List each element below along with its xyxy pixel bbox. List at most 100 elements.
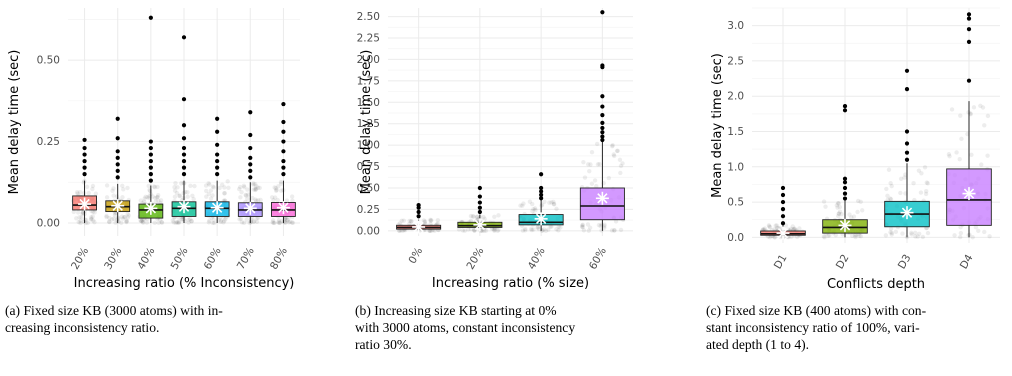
jitter-point [772,227,777,232]
jitter-point [257,185,262,191]
jitter-point [885,193,890,199]
jitter-point [610,143,615,148]
jitter-point [290,220,296,225]
outlier-point [477,209,482,215]
jitter-point [523,228,528,233]
jitter-point [529,226,534,232]
outlier-point [539,172,544,177]
jitter-point [532,206,538,211]
jitter-point [407,218,412,224]
jitter-point [248,219,254,225]
outlier-point [115,162,120,167]
jitter-point [185,189,190,195]
outlier-point [780,199,786,205]
jitter-point [222,191,227,196]
jitter-point [860,208,865,213]
y-tick-label: 0.0 [727,232,744,244]
jitter-point [206,181,211,186]
jitter-point [492,214,497,219]
jitter-point [611,153,617,159]
jitter-point [71,209,76,215]
jitter-point [788,226,794,232]
jitter-point [898,176,904,181]
caption-c-line-2: stant inconsistency ratio of 100%, vari- [706,320,920,335]
outlier-point [966,27,972,32]
jitter-point [428,228,433,233]
jitter-point [853,234,858,240]
jitter-point [980,105,986,110]
jitter-point [588,162,593,167]
caption-c-line-3: ated depth (1 to 4). [706,337,810,352]
y-tick-label: 2.25 [357,33,380,45]
jitter-point [281,219,287,225]
mean-marker [597,193,608,204]
jitter-point [271,220,276,226]
jitter-point [139,218,144,224]
jitter-point [888,226,894,231]
jitter-point [589,181,595,186]
x-tick-label: 60% [202,245,224,271]
figure-panels: 0.00 0.25 0.50 20% 30% 40% 50% 60% 70% 80% Increas… [7,7,1000,292]
jitter-point [535,224,541,230]
jitter-point [104,183,110,188]
outlier-point [539,189,544,194]
jitter-point [468,226,474,232]
jitter-point [75,191,80,196]
outlier-point [600,10,605,15]
y-axis-title: Mean delay time (sec) [7,50,22,195]
outlier-point [842,191,848,196]
y-tick-label: 0.75 [357,161,380,173]
mean-marker [413,221,424,233]
jitter-point [952,233,957,238]
jitter-point [278,181,284,186]
jitter-point [244,217,249,222]
jitter-point [884,186,889,192]
jitter-point [767,224,772,229]
jitter-point [177,193,182,199]
jitter-point [204,194,209,199]
jitter-point [792,226,797,231]
jitter-point [460,228,465,233]
jitter-point [549,200,554,205]
jitter-point [143,194,148,200]
jitter-point [970,235,975,240]
jitter-point [919,171,924,176]
jitter-point [116,215,121,220]
jitter-point [772,235,778,240]
x-axis-title: Increasing ratio (% size) [432,276,589,291]
jitter-point [144,220,150,225]
jitter-point [606,175,612,181]
jitter-point [191,196,196,202]
jitter-point [251,181,256,186]
jitter-point [272,195,278,200]
box-30pct [104,116,132,226]
outlier-point [600,130,605,135]
jitter-point [858,234,864,239]
jitter-point [428,217,433,222]
jitter-point [241,220,247,226]
jitter-point [834,202,840,208]
outlier-point [248,110,253,115]
jitter-point [153,195,158,201]
jitter-point [85,220,90,226]
jitter-point [86,190,91,196]
jitter-point [520,203,525,208]
jitter-point [78,218,83,223]
jitter-point [966,110,971,115]
jitter-point [853,232,859,238]
y-tick-label: 1.50 [357,97,380,109]
jitter-point [835,200,841,206]
outlier-point [215,142,220,147]
jitter-point [283,217,288,222]
x-tick-label: 20% [464,245,486,271]
x-tick-label: 50% [169,245,191,271]
outlier-point [416,209,421,215]
jitter-point [913,234,918,239]
jitter-point [253,187,258,192]
y-tick-label: 0.25 [37,136,60,148]
jitter-point [543,228,549,233]
jitter-point [107,219,112,225]
jitter-point [225,179,230,184]
jitter-point [582,175,588,180]
jitter-point [551,201,557,207]
